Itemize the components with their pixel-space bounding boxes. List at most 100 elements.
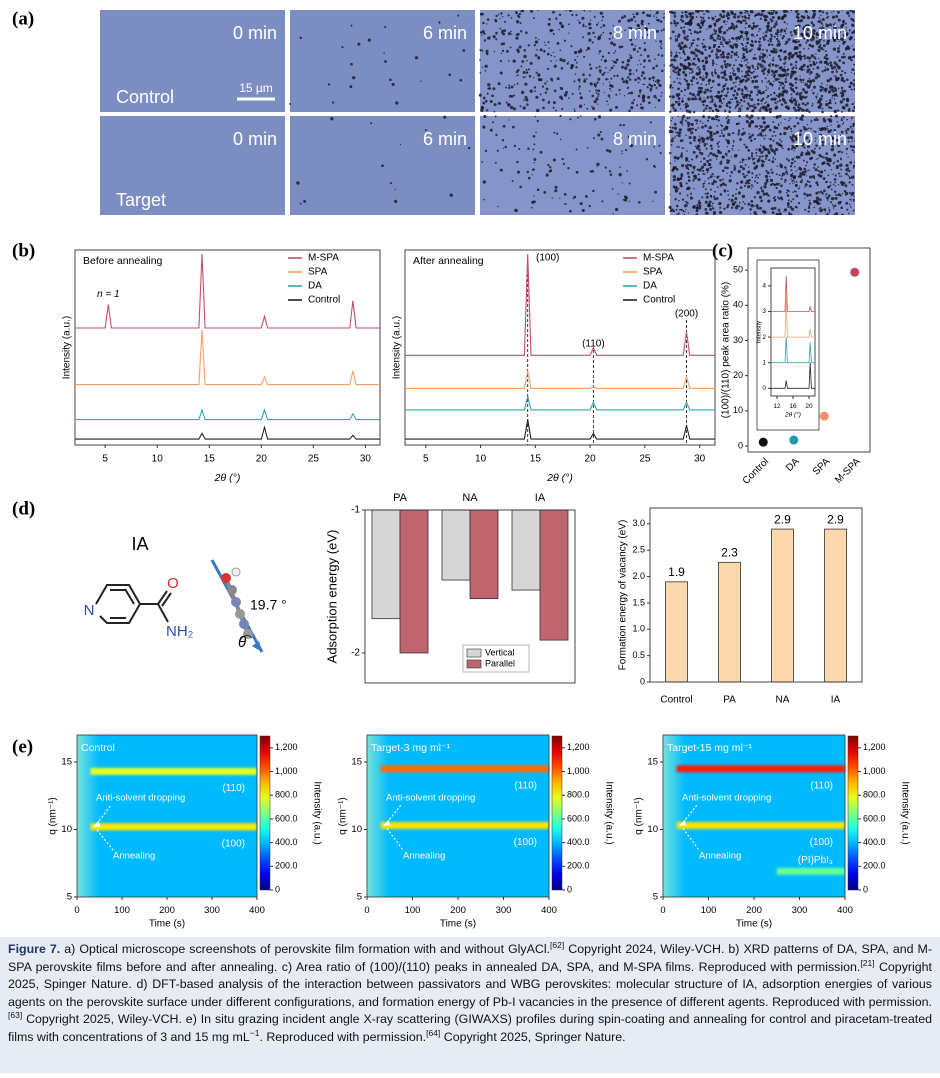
x-tick-label: 20 xyxy=(805,403,813,410)
particle xyxy=(803,146,806,149)
particle xyxy=(826,41,830,46)
particle xyxy=(814,58,817,60)
particle xyxy=(786,106,791,110)
particle xyxy=(678,52,681,54)
colorbar-tick-label: 1,000 xyxy=(275,766,298,776)
particle xyxy=(737,110,740,113)
particle xyxy=(772,158,774,160)
particle xyxy=(837,150,840,153)
particle xyxy=(524,82,528,86)
particle xyxy=(721,68,724,70)
particle xyxy=(832,10,835,13)
particle xyxy=(770,49,774,53)
particle xyxy=(681,198,685,201)
particle xyxy=(770,69,774,73)
particle xyxy=(686,171,690,175)
particle xyxy=(812,16,815,19)
particle xyxy=(795,92,799,96)
particle xyxy=(597,103,599,105)
annotation-arrow xyxy=(682,828,700,851)
particle xyxy=(776,100,779,103)
particle xyxy=(729,72,732,74)
particle xyxy=(826,159,829,163)
particle xyxy=(690,32,693,35)
particle xyxy=(576,116,579,119)
particle xyxy=(686,66,690,70)
particle xyxy=(821,86,824,89)
heatmap-smear xyxy=(663,735,685,897)
particle xyxy=(760,52,762,54)
particle xyxy=(838,40,840,42)
particle xyxy=(849,47,851,49)
particle xyxy=(761,90,765,95)
particle xyxy=(764,134,767,137)
particle xyxy=(646,54,650,58)
particle xyxy=(834,26,838,30)
particle xyxy=(846,208,849,211)
particle xyxy=(597,93,600,96)
particle xyxy=(808,184,812,188)
particle xyxy=(688,160,690,163)
particle xyxy=(716,37,720,40)
particle xyxy=(607,103,609,105)
particle xyxy=(607,51,611,55)
particle xyxy=(724,78,728,82)
particle xyxy=(640,54,643,57)
particle xyxy=(783,89,787,93)
particle xyxy=(721,102,724,105)
particle xyxy=(762,192,766,196)
particle xyxy=(533,44,536,47)
particle xyxy=(782,51,785,54)
particle xyxy=(778,86,781,89)
particle xyxy=(831,11,833,14)
particle xyxy=(655,13,657,15)
particle xyxy=(809,175,812,179)
particle xyxy=(594,86,597,88)
particle xyxy=(542,98,545,102)
particle xyxy=(827,134,830,137)
particle xyxy=(609,31,612,35)
particle xyxy=(794,205,798,209)
particle xyxy=(776,37,779,41)
particle xyxy=(763,185,767,189)
particle xyxy=(821,140,825,144)
particle xyxy=(633,98,636,102)
angle-label: 19.7 ° xyxy=(250,597,287,613)
particle xyxy=(770,207,773,210)
y-axis-label: Intensity (a.u.) xyxy=(62,316,73,379)
particle xyxy=(555,59,557,62)
particle xyxy=(719,106,721,109)
scattering-band xyxy=(90,823,257,831)
particle xyxy=(811,30,814,33)
particle xyxy=(830,115,833,118)
particle xyxy=(621,65,624,69)
inset-box xyxy=(756,259,820,431)
particle xyxy=(752,186,754,188)
particle xyxy=(568,97,570,99)
particle xyxy=(532,134,536,138)
particle xyxy=(809,157,813,161)
particle xyxy=(703,99,707,103)
particle xyxy=(529,61,533,65)
particle xyxy=(732,15,737,19)
particle xyxy=(724,94,728,98)
particle xyxy=(822,161,826,165)
particle xyxy=(682,210,685,213)
particle xyxy=(675,208,678,211)
particle xyxy=(684,201,686,203)
particle xyxy=(760,199,763,203)
particle xyxy=(760,159,764,163)
particle xyxy=(695,177,698,179)
particle xyxy=(803,63,805,66)
particle xyxy=(840,157,842,159)
particle xyxy=(824,61,826,64)
particle xyxy=(779,163,781,165)
particle xyxy=(794,31,798,35)
particle xyxy=(696,49,700,53)
particle xyxy=(500,42,504,46)
particle xyxy=(756,98,760,102)
particle xyxy=(766,89,768,91)
particle xyxy=(840,119,843,122)
particle xyxy=(683,78,686,81)
particle xyxy=(595,66,598,69)
